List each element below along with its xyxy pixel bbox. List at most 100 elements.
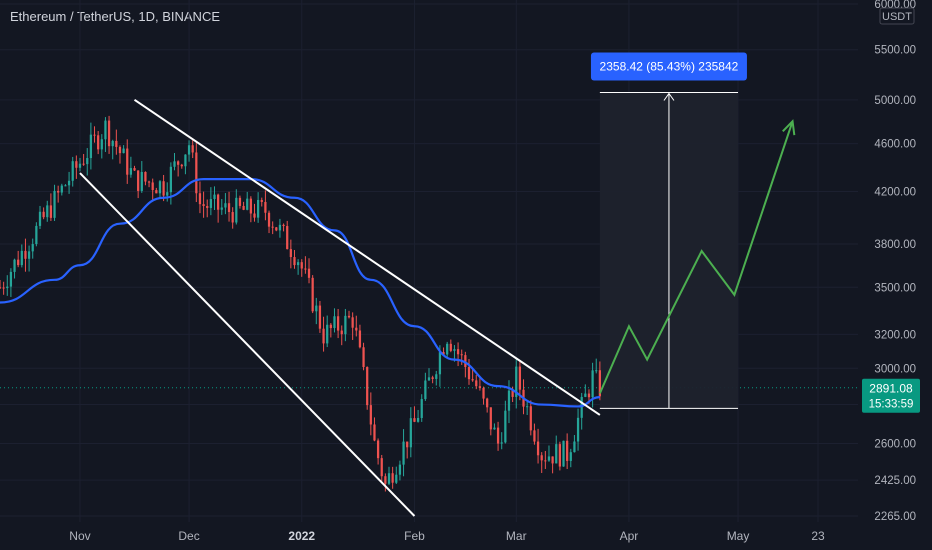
candle-body <box>191 145 194 153</box>
candle-body <box>311 277 314 312</box>
candle-body <box>369 405 372 425</box>
candle-body <box>140 171 143 191</box>
candle-body <box>57 190 60 193</box>
candle-body <box>198 193 202 205</box>
trend-lines <box>79 98 601 517</box>
channel-upper-line <box>133 98 601 416</box>
candle-body <box>536 441 540 456</box>
candle-body <box>551 456 554 464</box>
candle-body <box>89 134 93 159</box>
candle-body <box>420 399 423 418</box>
price-tick-label: 5000.00 <box>874 95 916 107</box>
candle-body <box>307 268 311 278</box>
candle-body <box>60 185 63 193</box>
measure-label-bg <box>590 52 747 81</box>
candle-body <box>78 163 82 168</box>
candle-body <box>413 418 416 422</box>
measure-box: 2358.42 (85.43%) 235842 <box>590 52 747 409</box>
time-axis-bg <box>0 522 932 550</box>
candle-body <box>464 355 467 368</box>
candle-body <box>573 441 576 453</box>
candle-body <box>27 251 31 259</box>
candle-body <box>518 366 522 390</box>
candle-body <box>540 455 543 461</box>
candle-body <box>326 324 329 344</box>
time-axis: Nov Dec 2022 Feb Mar Apr May 23 <box>0 522 932 550</box>
candle-body <box>24 250 27 259</box>
time-tick-label: 23 <box>811 529 825 543</box>
current-price-value: 2891.08 <box>869 382 913 396</box>
candle-body <box>446 343 449 355</box>
candle-body <box>249 198 252 214</box>
price-tick-label: 4200.00 <box>874 186 916 198</box>
ma-line <box>0 177 600 408</box>
candle-body <box>482 387 485 399</box>
channel-lower-line <box>79 172 416 517</box>
candle-body <box>104 120 107 140</box>
candle-body <box>500 442 503 444</box>
candle-body <box>151 182 154 191</box>
time-tick-label: Feb <box>404 529 425 543</box>
candle-body <box>264 201 267 213</box>
candle-body <box>584 393 587 397</box>
candle-body <box>351 317 354 328</box>
candle-body <box>475 380 478 387</box>
candle-body <box>253 213 256 218</box>
candle-body <box>257 199 260 218</box>
candle-body <box>227 203 231 213</box>
candle-body <box>67 180 71 186</box>
candle-body <box>195 152 198 194</box>
candle-body <box>242 205 245 210</box>
candle-body <box>217 194 220 210</box>
candle-body <box>238 197 242 206</box>
currency-badge <box>879 7 915 25</box>
candle-body <box>180 164 183 167</box>
candle-body <box>576 417 580 442</box>
candle-body <box>507 390 511 411</box>
price-tick-label: 4600.00 <box>874 139 916 151</box>
candle-body <box>355 327 358 331</box>
candle-body <box>46 205 49 218</box>
candle-body <box>398 464 402 475</box>
candle-body <box>82 163 85 165</box>
candle-body <box>267 212 271 227</box>
candle-body <box>71 161 74 181</box>
candle-body <box>547 456 551 461</box>
candle-body <box>406 441 409 448</box>
price-axis-bg <box>859 0 932 522</box>
candle-body <box>471 379 474 381</box>
candle-body <box>467 367 471 380</box>
price-tick-label: 3200.00 <box>874 329 916 341</box>
candle-body <box>533 430 536 442</box>
candle-body <box>544 460 547 462</box>
candle-body <box>49 205 53 218</box>
candle-body <box>493 427 496 430</box>
candle-body <box>278 224 282 231</box>
candle-body <box>17 259 20 266</box>
candle-body <box>515 366 518 397</box>
candle-body <box>173 161 176 167</box>
candle-body <box>155 190 158 194</box>
candle-body <box>115 140 118 147</box>
candle-body <box>358 330 362 348</box>
candle-body <box>486 398 489 408</box>
candle-body <box>35 225 38 245</box>
candle-body <box>569 452 572 461</box>
time-tick-label: 2022 <box>288 529 315 543</box>
candle-body <box>598 370 601 397</box>
candle-body <box>93 134 96 136</box>
candle-body <box>275 227 278 231</box>
candle-body <box>206 206 209 208</box>
candle-body <box>456 349 460 355</box>
candle-body <box>166 192 169 196</box>
candle-body <box>529 406 532 431</box>
candle-body <box>118 146 122 154</box>
candle-body <box>9 271 13 287</box>
candle-body <box>20 250 23 266</box>
candle-body <box>591 370 594 398</box>
candle-body <box>86 158 89 165</box>
candle-body <box>6 286 9 289</box>
candle-body <box>511 390 514 397</box>
candle-body <box>431 377 434 379</box>
